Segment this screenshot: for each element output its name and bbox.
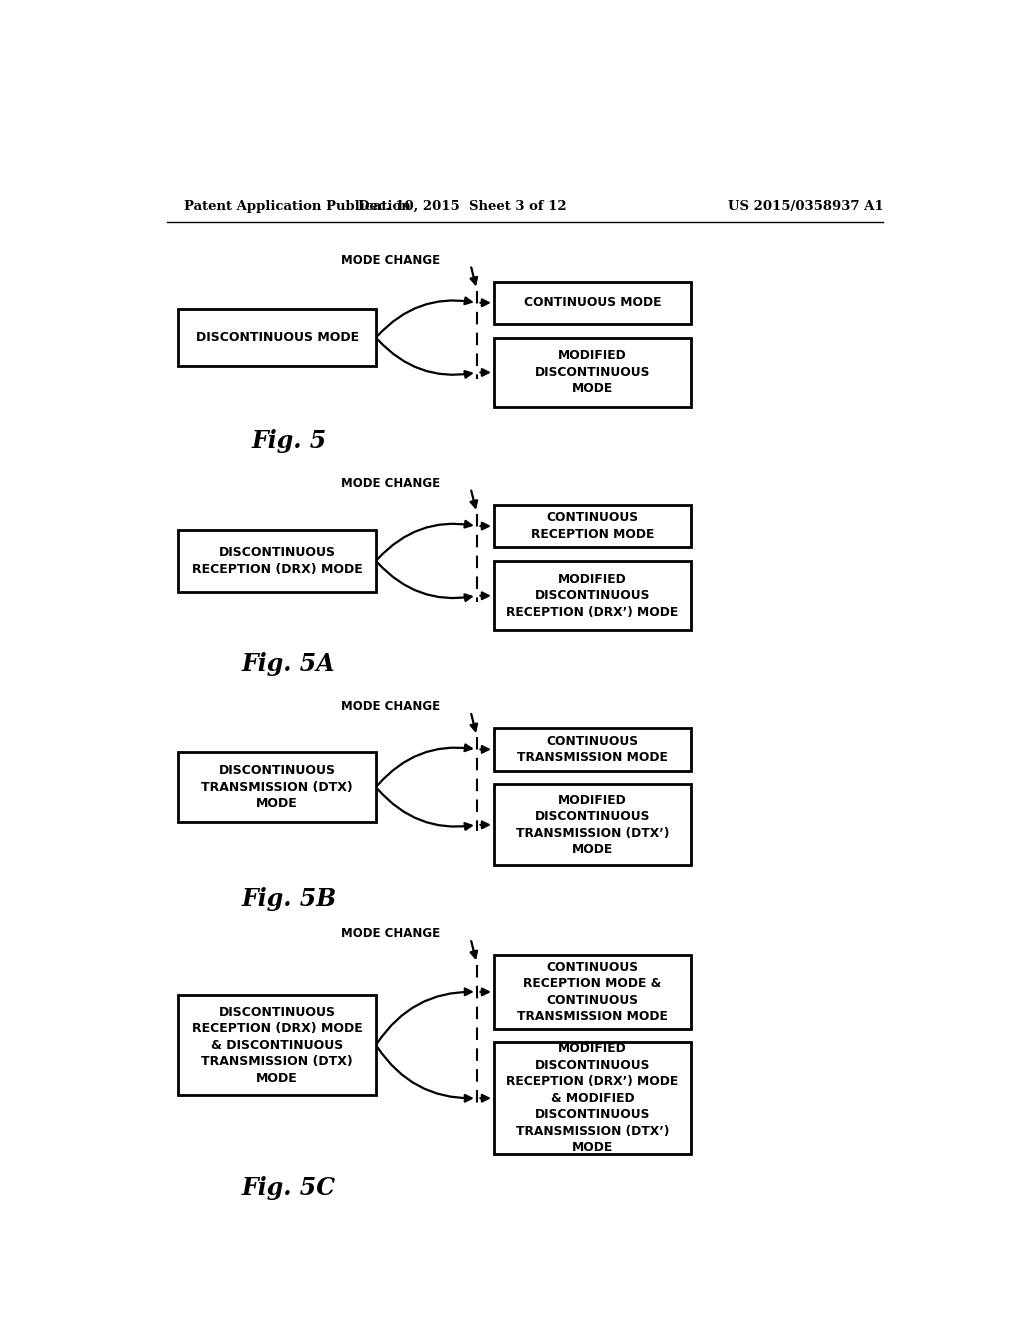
Text: DISCONTINUOUS MODE: DISCONTINUOUS MODE	[196, 331, 358, 345]
Text: MODIFIED
DISCONTINUOUS
RECEPTION (DRX’) MODE: MODIFIED DISCONTINUOUS RECEPTION (DRX’) …	[507, 573, 679, 619]
Text: DISCONTINUOUS
TRANSMISSION (DTX)
MODE: DISCONTINUOUS TRANSMISSION (DTX) MODE	[202, 764, 353, 810]
Bar	[494, 729, 691, 771]
Bar	[494, 784, 691, 866]
Bar	[494, 506, 691, 548]
Text: Patent Application Publication: Patent Application Publication	[183, 199, 411, 213]
Bar	[178, 531, 376, 591]
Bar	[494, 956, 691, 1028]
Text: US 2015/0358937 A1: US 2015/0358937 A1	[728, 199, 884, 213]
Bar	[178, 309, 376, 367]
Text: MODIFIED
DISCONTINUOUS
TRANSMISSION (DTX’)
MODE: MODIFIED DISCONTINUOUS TRANSMISSION (DTX…	[516, 793, 670, 857]
Text: MODIFIED
DISCONTINUOUS
RECEPTION (DRX’) MODE
& MODIFIED
DISCONTINUOUS
TRANSMISSI: MODIFIED DISCONTINUOUS RECEPTION (DRX’) …	[507, 1043, 679, 1154]
Text: DISCONTINUOUS
RECEPTION (DRX) MODE
& DISCONTINUOUS
TRANSMISSION (DTX)
MODE: DISCONTINUOUS RECEPTION (DRX) MODE & DIS…	[191, 1006, 362, 1085]
Text: Fig. 5A: Fig. 5A	[242, 652, 336, 676]
Text: CONTINUOUS
RECEPTION MODE: CONTINUOUS RECEPTION MODE	[530, 511, 654, 541]
Bar	[178, 752, 376, 822]
Text: MODE CHANGE: MODE CHANGE	[341, 700, 440, 713]
Bar	[494, 561, 691, 631]
Text: Fig. 5B: Fig. 5B	[242, 887, 337, 911]
Text: MODE CHANGE: MODE CHANGE	[341, 253, 440, 267]
Text: Dec. 10, 2015  Sheet 3 of 12: Dec. 10, 2015 Sheet 3 of 12	[358, 199, 567, 213]
Bar	[178, 995, 376, 1096]
Text: CONTINUOUS MODE: CONTINUOUS MODE	[524, 296, 662, 309]
Text: MODE CHANGE: MODE CHANGE	[341, 927, 440, 940]
Bar	[494, 1043, 691, 1154]
Text: Fig. 5: Fig. 5	[251, 429, 327, 453]
Bar	[494, 338, 691, 407]
Text: MODIFIED
DISCONTINUOUS
MODE: MODIFIED DISCONTINUOUS MODE	[535, 350, 650, 396]
Bar	[494, 281, 691, 323]
Text: DISCONTINUOUS
RECEPTION (DRX) MODE: DISCONTINUOUS RECEPTION (DRX) MODE	[191, 546, 362, 576]
Text: MODE CHANGE: MODE CHANGE	[341, 477, 440, 490]
Text: CONTINUOUS
TRANSMISSION MODE: CONTINUOUS TRANSMISSION MODE	[517, 735, 668, 764]
Text: CONTINUOUS
RECEPTION MODE &
CONTINUOUS
TRANSMISSION MODE: CONTINUOUS RECEPTION MODE & CONTINUOUS T…	[517, 961, 668, 1023]
Text: Fig. 5C: Fig. 5C	[242, 1176, 336, 1200]
